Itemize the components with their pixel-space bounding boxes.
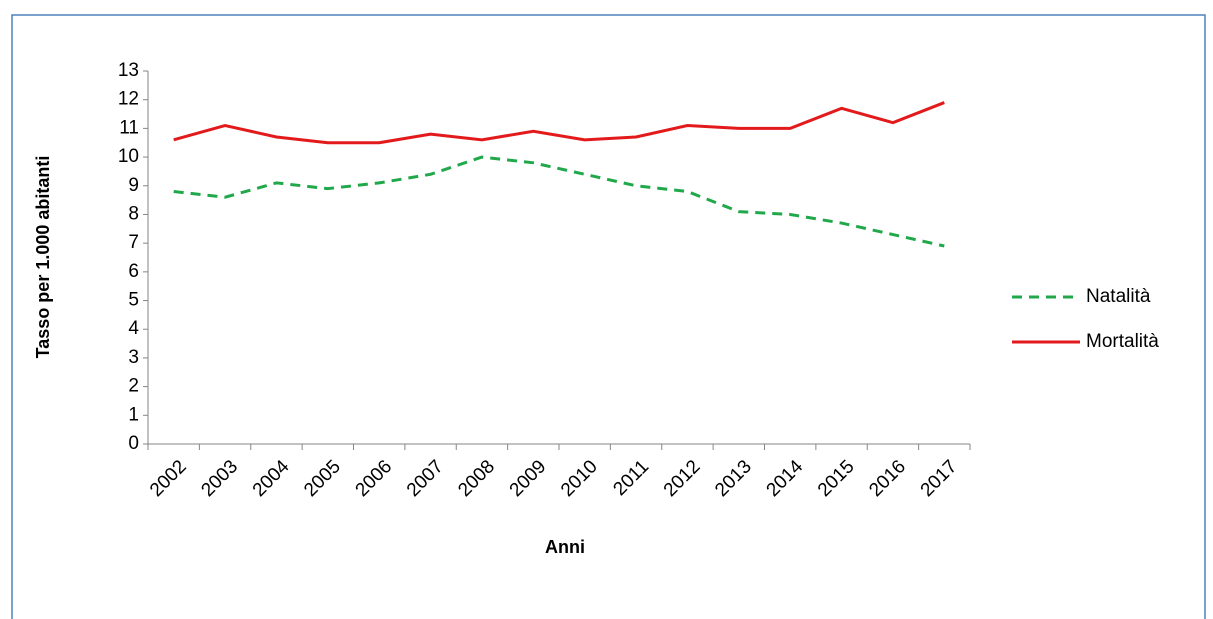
y-tick-label: 12 xyxy=(118,89,139,110)
x-tick-label: 2011 xyxy=(609,456,653,500)
x-tick-label: 2002 xyxy=(146,456,191,501)
y-axis-title: Tasso per 1.000 abitanti xyxy=(33,156,53,359)
y-tick-label: 9 xyxy=(128,175,139,196)
x-tick-label: 2004 xyxy=(249,456,294,501)
series-line xyxy=(173,101,945,145)
x-tick-label: 2010 xyxy=(557,456,602,501)
y-tick-label: 2 xyxy=(128,376,139,397)
x-tick-label: 2008 xyxy=(454,456,499,501)
x-tick-label: 2006 xyxy=(352,456,397,501)
x-tick-label: 2009 xyxy=(506,456,551,501)
y-tick-label: 3 xyxy=(128,347,139,368)
legend-label: Mortalità xyxy=(1086,331,1159,352)
y-tick-label: 10 xyxy=(118,146,139,167)
x-tick-label: 2003 xyxy=(197,456,242,501)
x-tick-label: 2013 xyxy=(711,456,756,501)
series-line xyxy=(173,155,945,248)
y-tick-label: 7 xyxy=(128,232,139,253)
y-tick-label: 8 xyxy=(128,203,139,224)
x-tick-label: 2005 xyxy=(300,456,345,501)
x-tick-label: 2012 xyxy=(660,456,705,501)
y-tick-label: 4 xyxy=(128,318,139,339)
x-tick-label: 2007 xyxy=(403,456,448,501)
x-axis-title: Anni xyxy=(545,537,585,557)
y-tick-label: 1 xyxy=(128,404,139,425)
legend-label: Natalità xyxy=(1086,286,1151,307)
y-tick-label: 13 xyxy=(118,60,139,81)
y-tick-label: 5 xyxy=(128,290,139,311)
x-tick-label: 2017 xyxy=(917,456,962,501)
y-tick-label: 6 xyxy=(128,261,139,282)
y-tick-label: 0 xyxy=(128,433,139,454)
chart-frame xyxy=(11,14,1206,619)
x-tick-label: 2015 xyxy=(814,456,859,501)
y-tick-label: 11 xyxy=(119,117,139,138)
x-tick-label: 2014 xyxy=(763,456,808,501)
x-tick-label: 2016 xyxy=(865,456,910,501)
